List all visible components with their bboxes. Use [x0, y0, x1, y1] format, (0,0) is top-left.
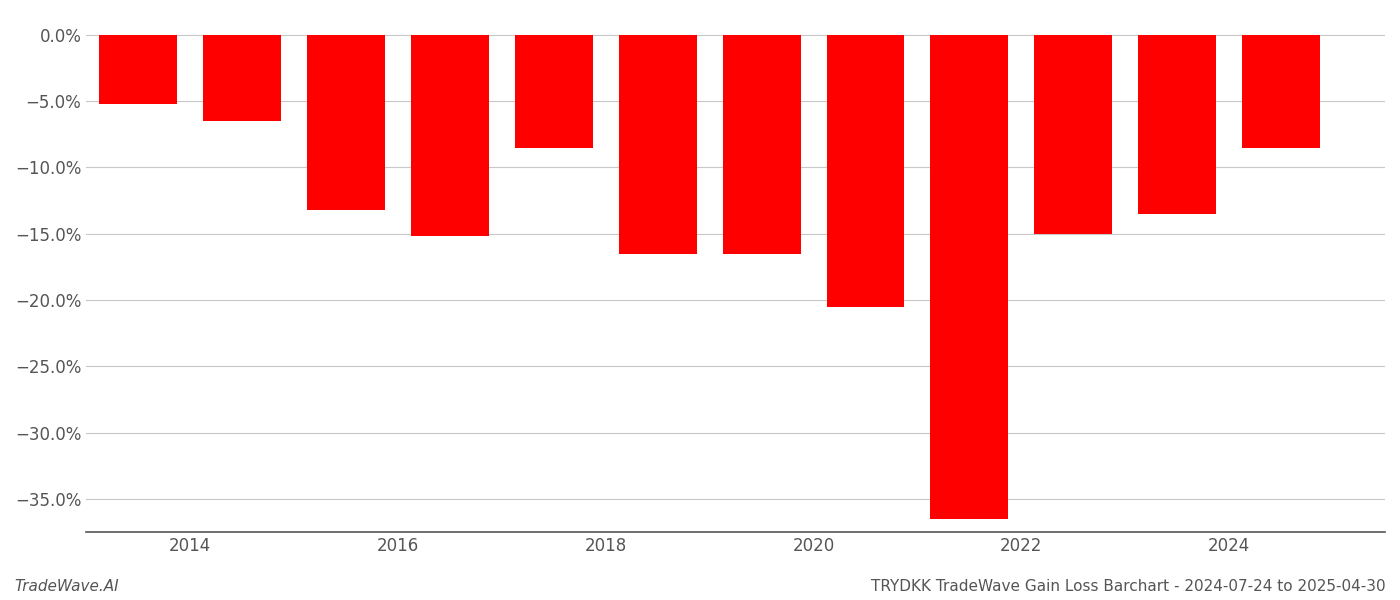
Bar: [203, 35, 281, 121]
Text: TRYDKK TradeWave Gain Loss Barchart - 2024-07-24 to 2025-04-30: TRYDKK TradeWave Gain Loss Barchart - 20…: [871, 579, 1386, 594]
Text: TradeWave.AI: TradeWave.AI: [14, 579, 119, 594]
Bar: [1035, 35, 1112, 234]
Bar: [1138, 35, 1217, 214]
Bar: [931, 35, 1008, 519]
Bar: [99, 35, 178, 104]
Bar: [619, 35, 697, 254]
Bar: [826, 35, 904, 307]
Bar: [1242, 35, 1320, 148]
Bar: [307, 35, 385, 210]
Bar: [722, 35, 801, 254]
Bar: [412, 35, 489, 236]
Bar: [515, 35, 592, 148]
